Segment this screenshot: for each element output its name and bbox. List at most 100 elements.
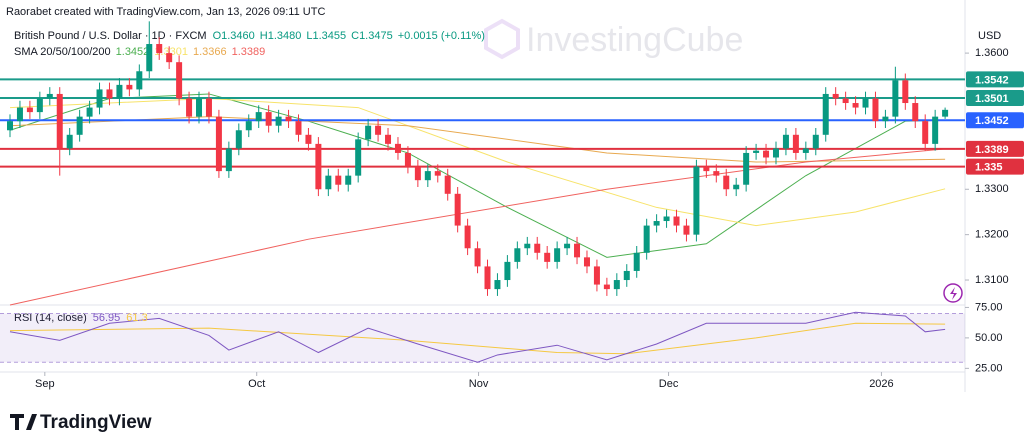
candle-body — [892, 80, 899, 117]
candle-body — [574, 243, 581, 258]
candle-body — [255, 112, 262, 122]
candle-body — [285, 116, 292, 122]
candle-body — [16, 107, 23, 122]
sma-legend: 1.3452 1.3301 1.3366 1.3389 — [116, 46, 266, 58]
sma-value: 1.3389 — [232, 46, 266, 58]
candle-body — [126, 84, 133, 90]
candle-body — [842, 98, 849, 104]
candle-body — [86, 107, 93, 117]
candle-body — [763, 150, 770, 158]
candle-body — [196, 98, 203, 117]
candle-body — [474, 248, 481, 267]
x-tick-label: Dec — [659, 378, 679, 390]
x-tick-label: 2026 — [869, 378, 893, 390]
candle-body — [613, 280, 620, 290]
candle-body — [186, 98, 193, 117]
candle-body — [454, 193, 461, 226]
rsi-tick-label: 75.00 — [975, 301, 1003, 313]
level-label: 1.3389 — [975, 144, 1009, 156]
level-label: 1.335 — [975, 161, 1003, 173]
candle-body — [235, 130, 242, 149]
candle-body — [772, 148, 779, 158]
level-tag — [966, 140, 1024, 157]
candle-body — [852, 103, 859, 108]
candle-body — [46, 93, 53, 99]
candle-body — [593, 266, 600, 285]
candle-body — [494, 280, 501, 290]
candle-body — [146, 44, 153, 72]
level-tag — [966, 71, 1024, 88]
x-tick-label: Oct — [248, 378, 265, 390]
ohlc-legend: O1.3460 H1.3480 L1.3455 C1.3475 +0.0015 (+0.… — [213, 30, 485, 42]
rsi-tick-label: 25.00 — [975, 362, 1003, 374]
candle-body — [643, 225, 650, 253]
level-tag — [966, 158, 1024, 175]
credit: Raorabet created with TradingView.com, J… — [6, 6, 325, 18]
candle-body — [424, 171, 431, 181]
candle-body — [335, 175, 342, 185]
sma-value: 1.3366 — [193, 46, 227, 58]
sma-line — [9, 97, 946, 227]
brand: TradingView — [10, 412, 152, 433]
x-tick-label: Nov — [469, 378, 489, 390]
candle-body — [156, 44, 163, 54]
candle-body — [802, 148, 809, 153]
level-label: 1.3452 — [975, 115, 1009, 127]
level-label: 1.3501 — [975, 93, 1009, 105]
candle-body — [583, 257, 590, 267]
candle-body — [116, 84, 123, 99]
rsi-ma-value: 61.3 — [126, 312, 147, 324]
y-tick-label: 1.3600 — [975, 47, 1009, 59]
candle-body — [96, 89, 103, 108]
alert-icon[interactable] — [943, 283, 963, 303]
candle-body — [434, 171, 441, 176]
candle-body — [464, 225, 471, 249]
candle-body — [673, 216, 680, 226]
candle-body — [325, 175, 332, 190]
symbol-title: British Pound / U.S. Dollar · 1D · FXCM — [14, 30, 207, 42]
candle-body — [166, 53, 173, 63]
candle-body — [26, 107, 33, 113]
candle-body — [375, 125, 382, 135]
candle-body — [275, 116, 282, 126]
level-tag — [966, 112, 1024, 129]
sma-value: 1.3452 — [116, 46, 150, 58]
candle-body — [822, 93, 829, 135]
candle-body — [544, 252, 551, 262]
candle-body — [753, 150, 760, 153]
sma-value: 1.3301 — [154, 46, 188, 58]
rsi-tick-label: 50.00 — [975, 332, 1003, 344]
ohlc-item: +0.0015 (+0.11%) — [398, 30, 485, 42]
candle-body — [703, 166, 710, 172]
candle-body — [693, 166, 700, 235]
y-tick-label: 1.3300 — [975, 183, 1009, 195]
level-label: 1.3542 — [975, 74, 1009, 86]
candle-body — [7, 121, 13, 131]
candle-body — [524, 243, 531, 249]
candle-body — [653, 221, 660, 226]
candle-body — [902, 80, 909, 104]
candle-body — [444, 175, 451, 194]
rsi-band — [0, 313, 965, 363]
rsi-label: RSI (14, close) — [14, 312, 87, 324]
candle-body — [265, 112, 272, 126]
candle-body — [345, 175, 352, 185]
candle-body — [514, 248, 521, 262]
sma-line — [9, 148, 946, 306]
rsi-value: 56.95 — [93, 312, 121, 324]
candle-body — [106, 89, 113, 99]
brand-logo — [10, 414, 37, 430]
candle-body — [812, 134, 819, 149]
candle-body — [932, 116, 939, 144]
candle-body — [245, 121, 252, 131]
candle-body — [564, 243, 571, 249]
level-tag — [966, 90, 1024, 107]
candle-body — [713, 171, 720, 176]
candle-body — [66, 134, 73, 149]
candle-body — [922, 121, 929, 144]
candle-body — [782, 134, 789, 149]
brand-name: TradingView — [40, 412, 152, 433]
currency: USD — [978, 30, 1001, 42]
candle-body — [205, 98, 212, 117]
